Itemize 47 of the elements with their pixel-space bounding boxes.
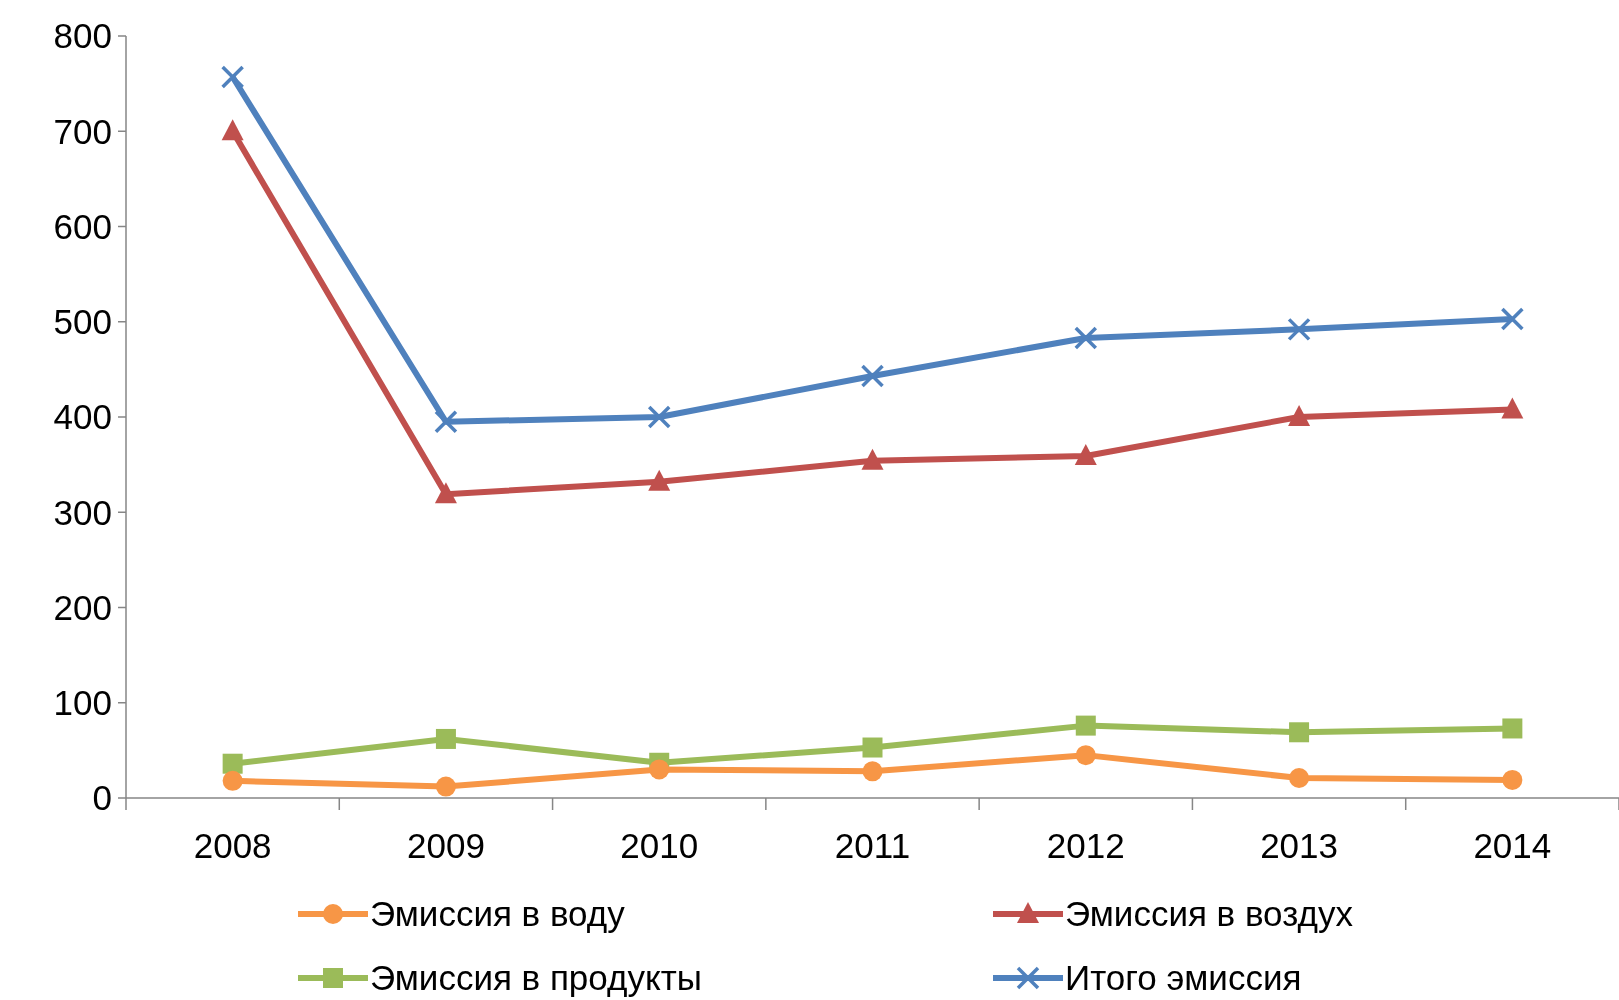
point bbox=[1500, 307, 1525, 331]
point bbox=[220, 65, 245, 89]
point bbox=[222, 753, 243, 774]
y-tick-label: 100 bbox=[53, 683, 112, 722]
x-tick-label: 2012 bbox=[1046, 826, 1125, 865]
point bbox=[1501, 397, 1524, 419]
point bbox=[649, 759, 670, 780]
y-tick-label: 400 bbox=[53, 397, 112, 437]
point bbox=[434, 482, 457, 504]
point bbox=[1289, 722, 1310, 743]
legend-label: Эмиссия в воздух bbox=[1065, 894, 1354, 934]
point bbox=[435, 728, 456, 749]
point bbox=[1074, 444, 1097, 466]
point bbox=[1502, 718, 1523, 739]
point bbox=[648, 469, 671, 491]
point bbox=[861, 448, 884, 470]
y-tick-label: 500 bbox=[53, 302, 112, 341]
point bbox=[860, 364, 885, 388]
point bbox=[1287, 317, 1311, 342]
x-tick-label: 2010 bbox=[620, 826, 699, 865]
legend-label: Эмиссия в воду bbox=[370, 894, 626, 934]
x-tick-label: 2009 bbox=[406, 826, 485, 865]
point bbox=[1289, 768, 1310, 788]
point bbox=[221, 119, 244, 141]
x-tick-label: 2008 bbox=[193, 826, 272, 865]
x-tick-label: 2011 bbox=[834, 826, 911, 865]
y-tick-label: 600 bbox=[53, 206, 112, 246]
legend-label: Эмиссия в продукты bbox=[370, 958, 702, 998]
point bbox=[862, 761, 883, 782]
y-tick-label: 300 bbox=[53, 492, 112, 532]
point bbox=[1502, 769, 1523, 790]
point bbox=[434, 410, 458, 434]
point bbox=[1075, 715, 1096, 736]
point bbox=[1075, 745, 1096, 766]
y-tick-label: 700 bbox=[53, 111, 112, 151]
point bbox=[1074, 326, 1098, 350]
point bbox=[862, 737, 883, 758]
x-tick-label: 2013 bbox=[1260, 826, 1339, 865]
y-tick-label: 800 bbox=[53, 16, 112, 56]
point bbox=[1288, 405, 1311, 426]
legend-label: Итого эмиссия bbox=[1065, 958, 1302, 998]
x-tick-label: 2014 bbox=[1473, 826, 1552, 865]
point bbox=[222, 770, 243, 791]
point bbox=[647, 405, 671, 429]
y-tick-label: 0 bbox=[92, 778, 112, 818]
y-tick-label: 200 bbox=[53, 587, 112, 627]
point bbox=[435, 776, 456, 797]
